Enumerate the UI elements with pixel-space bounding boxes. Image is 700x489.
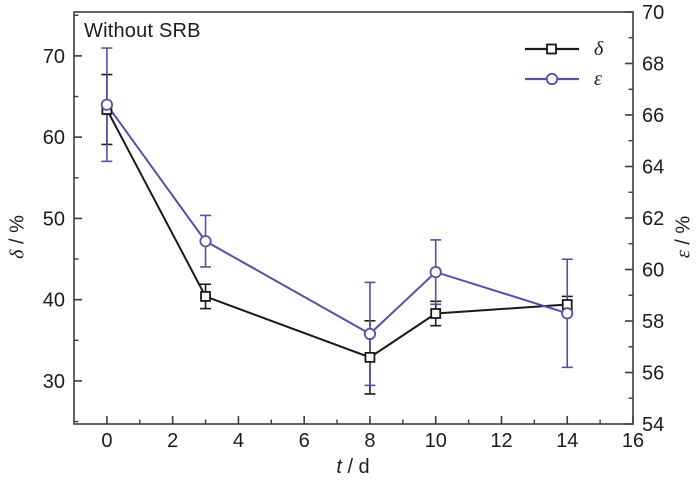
right-axis-symbol: ε	[672, 250, 695, 259]
svg-text:64: 64	[642, 157, 664, 179]
svg-text:30: 30	[43, 371, 65, 393]
svg-text:12: 12	[490, 430, 512, 452]
legend-label-epsilon: ε	[594, 67, 602, 90]
right-axis-suffix: / %	[672, 215, 695, 251]
svg-text:0: 0	[101, 430, 112, 452]
x-axis-suffix: / d	[341, 456, 370, 478]
svg-text:54: 54	[642, 414, 664, 436]
legend-label-delta: δ	[594, 37, 604, 60]
legend-sample-epsilon-icon	[525, 72, 579, 86]
x-axis-symbol: t	[336, 456, 342, 478]
left-axis-title: δ / %	[7, 192, 30, 282]
svg-text:60: 60	[43, 127, 65, 149]
svg-text:58: 58	[642, 311, 664, 333]
svg-text:16: 16	[622, 430, 644, 452]
left-axis-symbol: δ	[6, 249, 29, 259]
svg-text:68: 68	[642, 54, 664, 76]
legend-sample-delta-icon	[525, 43, 579, 55]
left-axis-suffix: / %	[6, 215, 29, 250]
svg-text:50: 50	[43, 208, 65, 230]
svg-text:70: 70	[43, 46, 65, 68]
x-axis-title: t / d	[336, 456, 369, 479]
svg-text:60: 60	[642, 260, 664, 282]
right-axis-title: ε / %	[673, 192, 696, 282]
svg-text:8: 8	[364, 430, 375, 452]
svg-text:56: 56	[642, 363, 664, 385]
svg-text:6: 6	[299, 430, 310, 452]
svg-text:70: 70	[642, 2, 664, 24]
svg-text:62: 62	[642, 208, 664, 230]
svg-text:66: 66	[642, 105, 664, 127]
chart-title: Without SRB	[84, 20, 201, 42]
svg-text:10: 10	[425, 430, 447, 452]
svg-text:14: 14	[556, 430, 578, 452]
legend-item-delta: δ	[524, 36, 603, 62]
legend: δ ε	[524, 36, 603, 92]
svg-text:4: 4	[233, 430, 244, 452]
svg-text:2: 2	[167, 430, 178, 452]
legend-item-epsilon: ε	[524, 66, 603, 92]
svg-text:40: 40	[43, 290, 65, 312]
